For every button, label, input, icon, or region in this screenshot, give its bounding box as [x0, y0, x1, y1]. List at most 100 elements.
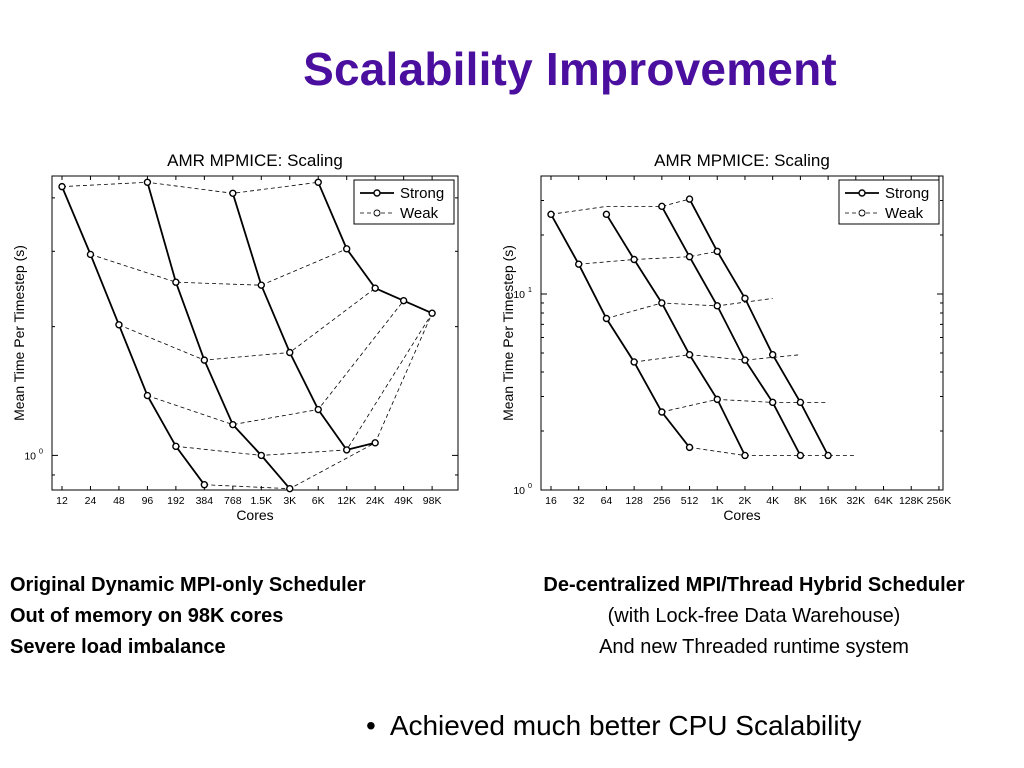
- data-point: [229, 420, 237, 429]
- data-point: [343, 446, 351, 454]
- data-point: [200, 481, 209, 489]
- y-tick-label: 10: [513, 289, 525, 301]
- data-point: [658, 299, 666, 307]
- x-tick-label: 8K: [794, 495, 807, 507]
- data-point: [314, 178, 322, 186]
- right-scaling-chart: AMR MPMICE: Scaling 16 32 64 128 256 512 1K 2K 4K…: [500, 151, 951, 523]
- data-point: [428, 309, 436, 317]
- left-caption-line-3: Severe load imbalance: [10, 636, 226, 658]
- weak-series-line: [204, 313, 433, 490]
- weak-series-line: [61, 181, 319, 194]
- data-point: [768, 398, 777, 407]
- y-tick-exponent: 0: [39, 446, 43, 455]
- x-tick-label: 24: [85, 495, 97, 507]
- x-tick-label: 256K: [927, 495, 952, 507]
- x-tick-label: 32: [573, 495, 585, 507]
- chart-title: AMR MPMICE: Scaling: [654, 151, 830, 170]
- y-tick-exponent: 1: [528, 285, 532, 294]
- strong-series-line: [661, 205, 802, 456]
- y-axis-label: Mean Time Per Timestep (s): [500, 245, 516, 421]
- scaling-charts: AMR MPMICE: Scaling 12 24 48 96 192 384 768 1.5K…: [11, 151, 951, 523]
- strong-series-line: [231, 193, 376, 451]
- legend-strong-marker: [373, 189, 381, 197]
- data-point: [741, 356, 749, 364]
- bullet-point: • Achieved much better CPU Scalability: [366, 710, 861, 742]
- x-tick-label: 49K: [394, 495, 413, 507]
- x-tick-label: 12: [56, 495, 68, 507]
- weak-series-line: [90, 248, 347, 286]
- right-caption-line-2: And new Threaded runtime system: [599, 636, 909, 658]
- chart-title: AMR MPMICE: Scaling: [167, 151, 343, 170]
- legend-weak-marker: [373, 209, 381, 217]
- data-point: [796, 451, 805, 460]
- strong-series-line: [61, 186, 206, 486]
- data-point: [86, 250, 95, 259]
- data-point: [172, 442, 180, 451]
- x-tick-label: 128: [625, 495, 643, 507]
- legend-weak-marker: [858, 209, 866, 217]
- x-tick-label: 64: [601, 495, 613, 507]
- right-caption-heading: De-centralized MPI/Thread Hybrid Schedul…: [543, 574, 965, 596]
- bullet-dot-icon: •: [366, 710, 376, 741]
- data-point: [685, 443, 694, 452]
- x-tick-label: 128K: [899, 495, 924, 507]
- x-axis-label: Cores: [236, 507, 273, 523]
- y-tick-label: 10: [24, 450, 36, 462]
- data-point: [547, 210, 555, 219]
- data-point: [713, 302, 721, 310]
- legend-weak-label: Weak: [400, 205, 439, 222]
- x-tick-label: 98K: [423, 495, 442, 507]
- data-point: [58, 182, 66, 191]
- y-tick-exponent: 0: [528, 481, 532, 490]
- x-axis-label: Cores: [723, 507, 760, 523]
- data-point: [314, 405, 322, 414]
- data-point: [685, 351, 694, 359]
- x-tick-label: 6K: [312, 495, 325, 507]
- legend-box: [353, 179, 455, 225]
- data-point: [343, 245, 351, 253]
- x-tick-label: 16: [545, 495, 557, 507]
- data-point: [575, 260, 583, 268]
- data-point: [685, 252, 694, 261]
- strong-series-line: [688, 198, 829, 456]
- x-tick-label: 24K: [366, 495, 385, 507]
- data-point: [286, 484, 294, 493]
- plot-frame: [51, 175, 459, 491]
- x-tick-label: 768: [224, 495, 242, 507]
- data-point: [630, 358, 638, 366]
- x-tick-label: 3K: [283, 495, 296, 507]
- data-point: [741, 294, 749, 303]
- weak-series-line: [147, 300, 404, 426]
- x-tick-label: 48: [113, 495, 125, 507]
- x-tick-label: 16K: [819, 495, 838, 507]
- weak-series-line: [175, 312, 433, 456]
- data-point: [257, 451, 265, 460]
- x-tick-label: 1.5K: [250, 495, 272, 507]
- strong-series-line: [550, 213, 691, 448]
- data-point: [229, 189, 237, 197]
- left-scaling-chart: AMR MPMICE: Scaling 12 24 48 96 192 384 768 1.5K…: [11, 151, 459, 523]
- data-point: [200, 356, 209, 364]
- data-point: [658, 408, 666, 416]
- left-caption: Original Dynamic MPI-only Scheduler Out …: [10, 570, 366, 663]
- data-point: [713, 395, 721, 404]
- data-point: [602, 314, 611, 323]
- data-point: [172, 278, 180, 286]
- x-tick-label: 12K: [337, 495, 356, 507]
- bullet-text: Achieved much better CPU Scalability: [389, 710, 862, 741]
- strong-series-line: [605, 213, 746, 456]
- x-tick-label: 256: [653, 495, 671, 507]
- x-tick-label: 1K: [711, 495, 724, 507]
- legend-strong-label: Strong: [885, 185, 929, 202]
- x-tick-label: 32K: [846, 495, 865, 507]
- x-tick-label: 384: [196, 495, 214, 507]
- x-tick-label: 192: [167, 495, 185, 507]
- data-point: [143, 391, 152, 400]
- x-tick-label: 512: [681, 495, 699, 507]
- data-point: [143, 178, 152, 186]
- right-caption-line-1: (with Lock-free Data Warehouse): [607, 605, 901, 627]
- legend-weak-label: Weak: [885, 205, 924, 222]
- strong-series-line: [146, 182, 291, 490]
- left-caption-line-1: Original Dynamic MPI-only Scheduler: [10, 574, 366, 596]
- data-point: [741, 451, 749, 460]
